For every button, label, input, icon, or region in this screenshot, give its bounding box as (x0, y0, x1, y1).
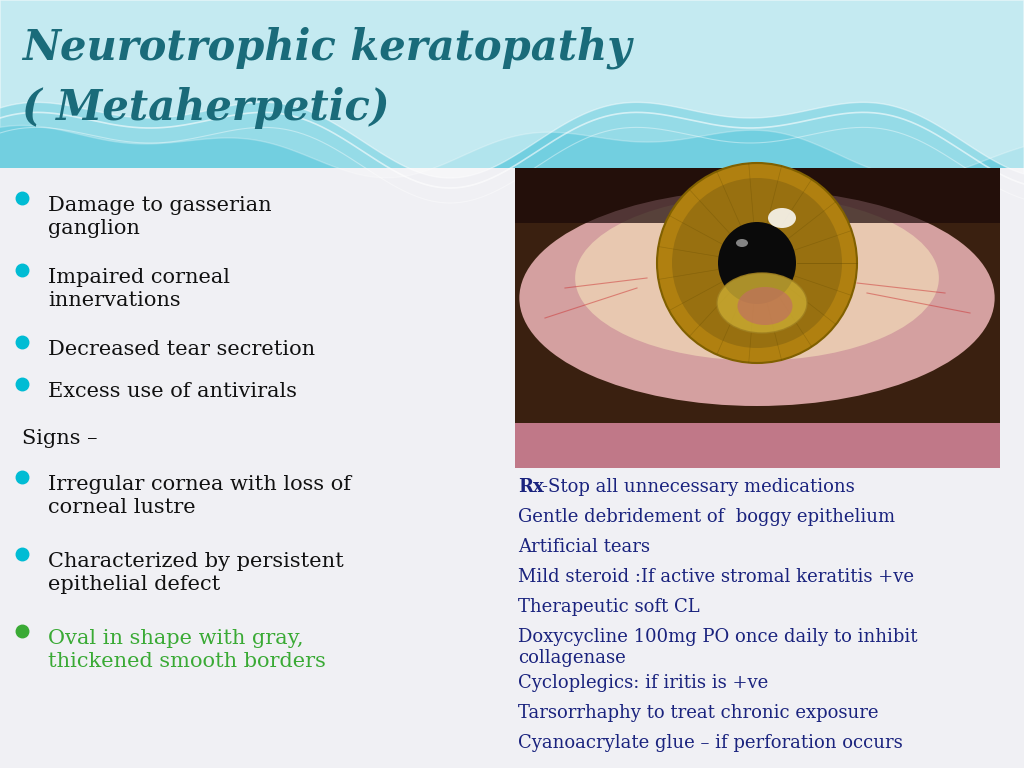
Text: Therapeutic soft CL: Therapeutic soft CL (518, 598, 699, 616)
Text: Signs –: Signs – (22, 429, 97, 448)
Text: Gentle debridement of  boggy epithelium: Gentle debridement of boggy epithelium (518, 508, 895, 526)
Ellipse shape (519, 190, 994, 406)
Ellipse shape (768, 208, 796, 228)
Text: Impaired corneal
innervations: Impaired corneal innervations (48, 268, 230, 310)
Text: Excess use of antivirals: Excess use of antivirals (48, 382, 297, 401)
Text: Cyanoacrylate glue – if perforation occurs: Cyanoacrylate glue – if perforation occu… (518, 734, 903, 752)
Text: Oval in shape with gray,
thickened smooth borders: Oval in shape with gray, thickened smoot… (48, 629, 326, 670)
Ellipse shape (672, 178, 842, 348)
Ellipse shape (718, 222, 796, 304)
Text: Characterized by persistent
epithelial defect: Characterized by persistent epithelial d… (48, 552, 344, 594)
Bar (0, 0, 1024, 168)
Ellipse shape (717, 273, 807, 333)
Text: Neurotrophic keratopathy: Neurotrophic keratopathy (22, 27, 632, 69)
Text: Tarsorrhaphy to treat chronic exposure: Tarsorrhaphy to treat chronic exposure (518, 704, 879, 722)
Text: Cycloplegics: if iritis is +ve: Cycloplegics: if iritis is +ve (518, 674, 768, 692)
Text: -Stop all unnecessary medications: -Stop all unnecessary medications (542, 478, 855, 496)
Text: Doxycycline 100mg PO once daily to inhibit
collagenase: Doxycycline 100mg PO once daily to inhib… (518, 628, 918, 667)
Ellipse shape (657, 163, 857, 363)
Ellipse shape (736, 239, 748, 247)
Ellipse shape (737, 287, 793, 325)
Text: Irregular cornea with loss of
corneal lustre: Irregular cornea with loss of corneal lu… (48, 475, 351, 517)
Text: Mild steroid :If active stromal keratitis +ve: Mild steroid :If active stromal keratiti… (518, 568, 914, 586)
Text: Rx: Rx (518, 478, 544, 496)
Text: Artificial tears: Artificial tears (518, 538, 650, 556)
Bar (0, 168, 1024, 768)
Bar (515, 168, 1000, 468)
Text: Decreased tear secretion: Decreased tear secretion (48, 340, 315, 359)
Bar (515, 423, 1000, 468)
Ellipse shape (575, 196, 939, 360)
Text: ( Metaherpetic): ( Metaherpetic) (22, 87, 389, 129)
Bar (515, 168, 1000, 223)
Text: Damage to gasserian
ganglion: Damage to gasserian ganglion (48, 196, 271, 238)
